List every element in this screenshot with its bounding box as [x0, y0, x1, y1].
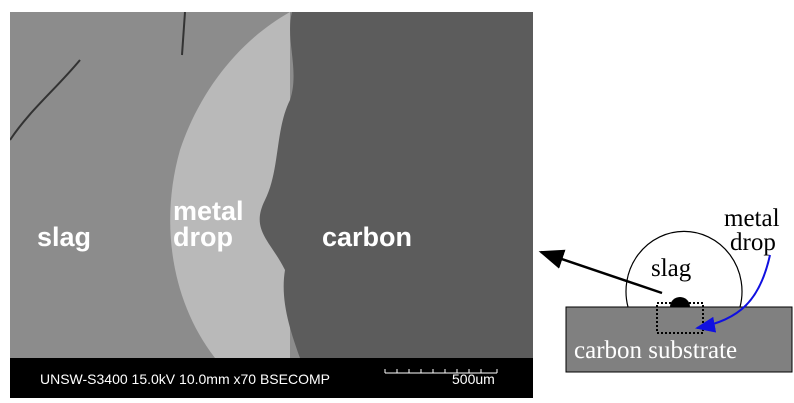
metal-drop-label: drop	[730, 229, 776, 256]
zoom-arrow	[541, 252, 662, 293]
info-text: UNSW-S3400 15.0kV 10.0mm x70 BSECOMP	[40, 371, 330, 387]
label: slag	[37, 222, 91, 252]
figure: slag metal drop carbon UNSW-S3400 15.0kV…	[0, 0, 794, 403]
label: drop	[173, 222, 233, 252]
scale-text: 500um	[452, 371, 495, 387]
sem-image: slag metal drop carbon UNSW-S3400 15.0kV…	[10, 12, 533, 398]
slag-label: slag	[651, 255, 692, 282]
label: carbon	[322, 222, 412, 252]
substrate-label: carbon substrate	[574, 337, 737, 364]
metal-drop-label: metal	[724, 205, 780, 232]
schematic: carbon substrate slag metal drop	[541, 205, 792, 372]
carbon-region	[260, 12, 533, 358]
